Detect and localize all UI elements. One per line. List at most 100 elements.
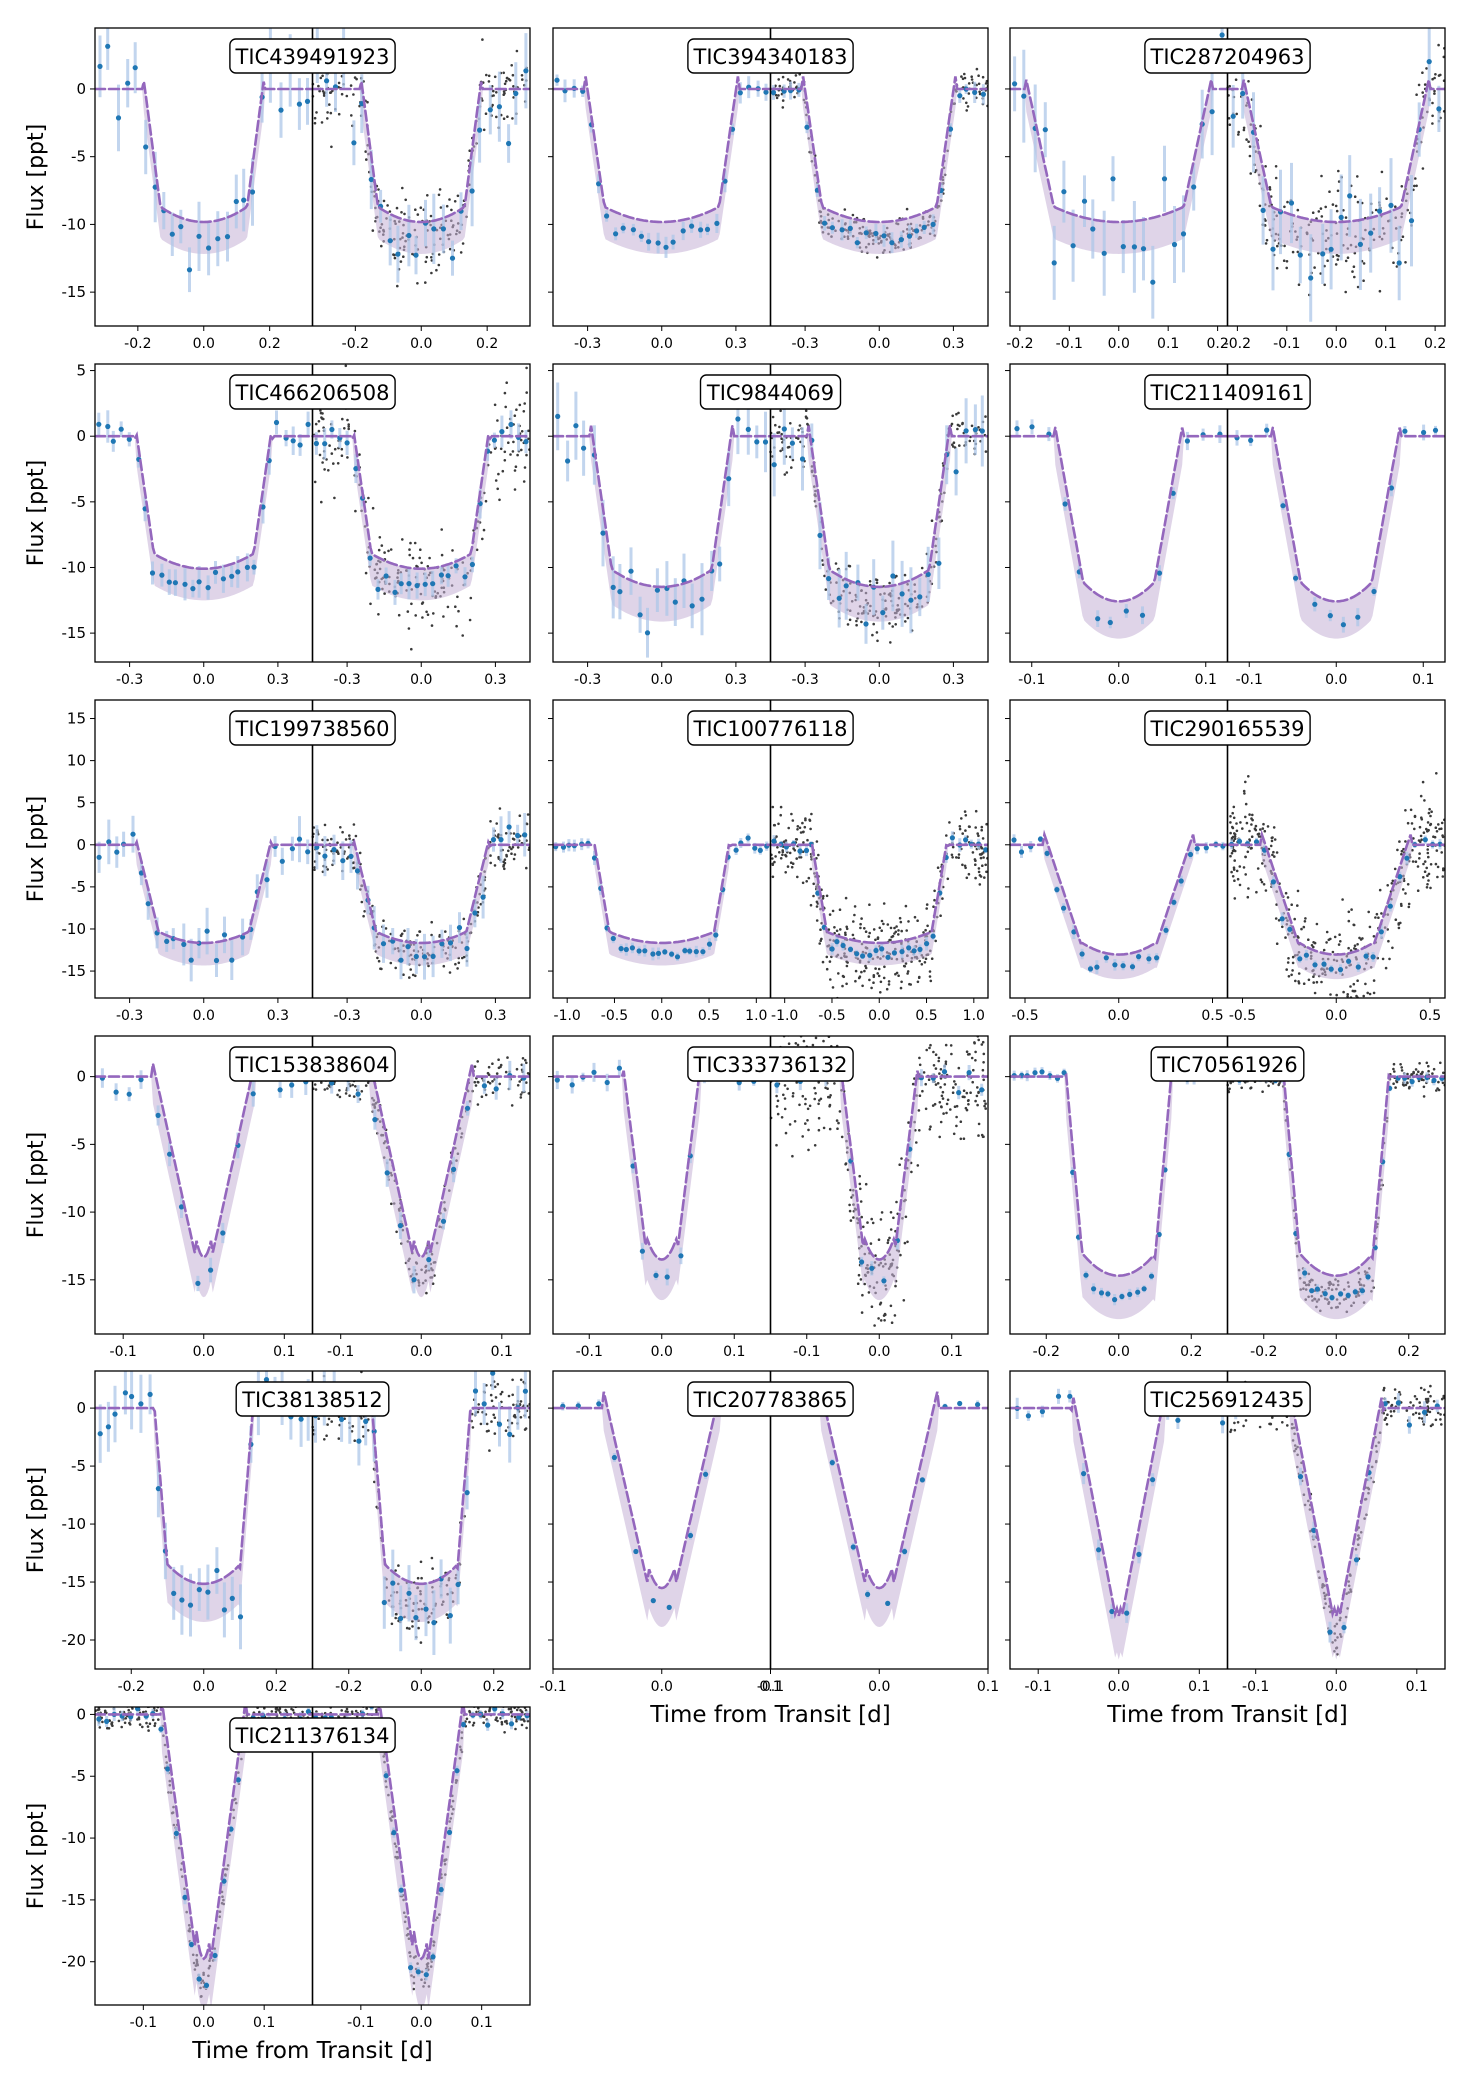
raw-point [804,1122,807,1125]
raw-point [777,822,780,826]
raw-point [965,876,969,880]
raw-point [882,976,886,980]
raw-point [425,1291,428,1295]
raw-point [979,875,983,878]
raw-point [358,453,361,456]
model-band [770,1070,988,1301]
raw-point [326,117,329,120]
raw-point [868,580,872,583]
raw-point [495,115,498,119]
raw-point [485,1422,489,1426]
x-tick-label: -0.3 [333,672,360,688]
raw-point [1245,138,1248,141]
raw-point [930,957,934,960]
x-tick-label: -0.2 [1224,336,1251,352]
raw-point [1362,262,1366,265]
raw-point [870,1217,873,1221]
raw-point [781,75,785,79]
raw-point [816,1030,819,1033]
raw-point [1312,981,1315,984]
binned-point [305,849,311,855]
raw-point [1418,1062,1421,1065]
binned-point [930,933,936,939]
binned-point [655,950,662,957]
binned-point [1154,955,1160,961]
binned-point [604,213,610,219]
raw-point [1281,925,1284,929]
raw-point [476,914,479,917]
raw-point [831,986,835,989]
raw-point [925,1048,928,1052]
raw-point [806,838,809,842]
binned-point [889,240,895,246]
raw-point [403,929,406,933]
raw-point [1394,1086,1397,1089]
raw-point [1320,980,1323,984]
y-tick-label: -15 [62,283,87,301]
raw-point [784,853,787,857]
binned-point [220,1230,226,1236]
raw-point [347,427,351,431]
binned-point [714,220,720,226]
raw-point [456,967,459,970]
binned-point [699,596,705,602]
raw-point [1272,850,1275,854]
raw-point [974,876,977,880]
raw-point [894,972,897,976]
raw-point [793,1120,797,1123]
binned-point [843,583,849,589]
raw-point [1331,203,1335,206]
raw-point [851,213,855,217]
raw-point [906,616,910,620]
raw-point [1233,849,1237,853]
y-tick-label: 0 [76,427,86,445]
raw-point [340,447,344,451]
raw-point [1349,985,1352,988]
raw-point [942,1112,945,1115]
raw-point [888,581,891,585]
raw-point [941,897,944,900]
x-tick-label: -0.3 [791,672,818,688]
binned-point [911,948,917,954]
binned-point [1012,81,1018,87]
raw-point [1344,216,1348,219]
raw-point [1427,828,1430,832]
raw-point [377,548,381,552]
raw-point [1418,852,1421,855]
raw-point [1277,1083,1280,1087]
raw-point [875,581,879,585]
raw-point [1250,835,1254,838]
raw-point [1233,879,1236,882]
raw-point [468,149,472,152]
raw-point [1259,124,1262,128]
binned-point [917,594,923,600]
raw-point [780,1116,784,1119]
binned-point [289,1082,295,1088]
raw-point [510,1104,514,1107]
raw-point [963,864,967,868]
raw-point [379,967,382,970]
raw-point [1235,829,1239,833]
raw-point [981,864,984,867]
raw-point [1247,80,1250,83]
binned-point [839,227,845,233]
raw-point [939,1120,943,1124]
binned-point [96,854,102,860]
binned-point [348,853,354,860]
raw-point [1410,822,1414,825]
binned-point [129,1393,135,1400]
raw-point [1244,873,1247,876]
raw-point [1249,1087,1252,1090]
binned-point [636,948,642,954]
binned-point [515,832,521,839]
binned-point [1340,622,1346,628]
raw-point [1312,945,1315,949]
raw-point [971,851,975,854]
raw-point [777,94,780,97]
raw-point [949,1044,953,1047]
raw-point [984,1029,987,1032]
raw-point [512,96,515,99]
binned-point [1187,851,1194,858]
raw-point [1275,942,1279,945]
x-tick-label: 0.0 [410,336,432,352]
